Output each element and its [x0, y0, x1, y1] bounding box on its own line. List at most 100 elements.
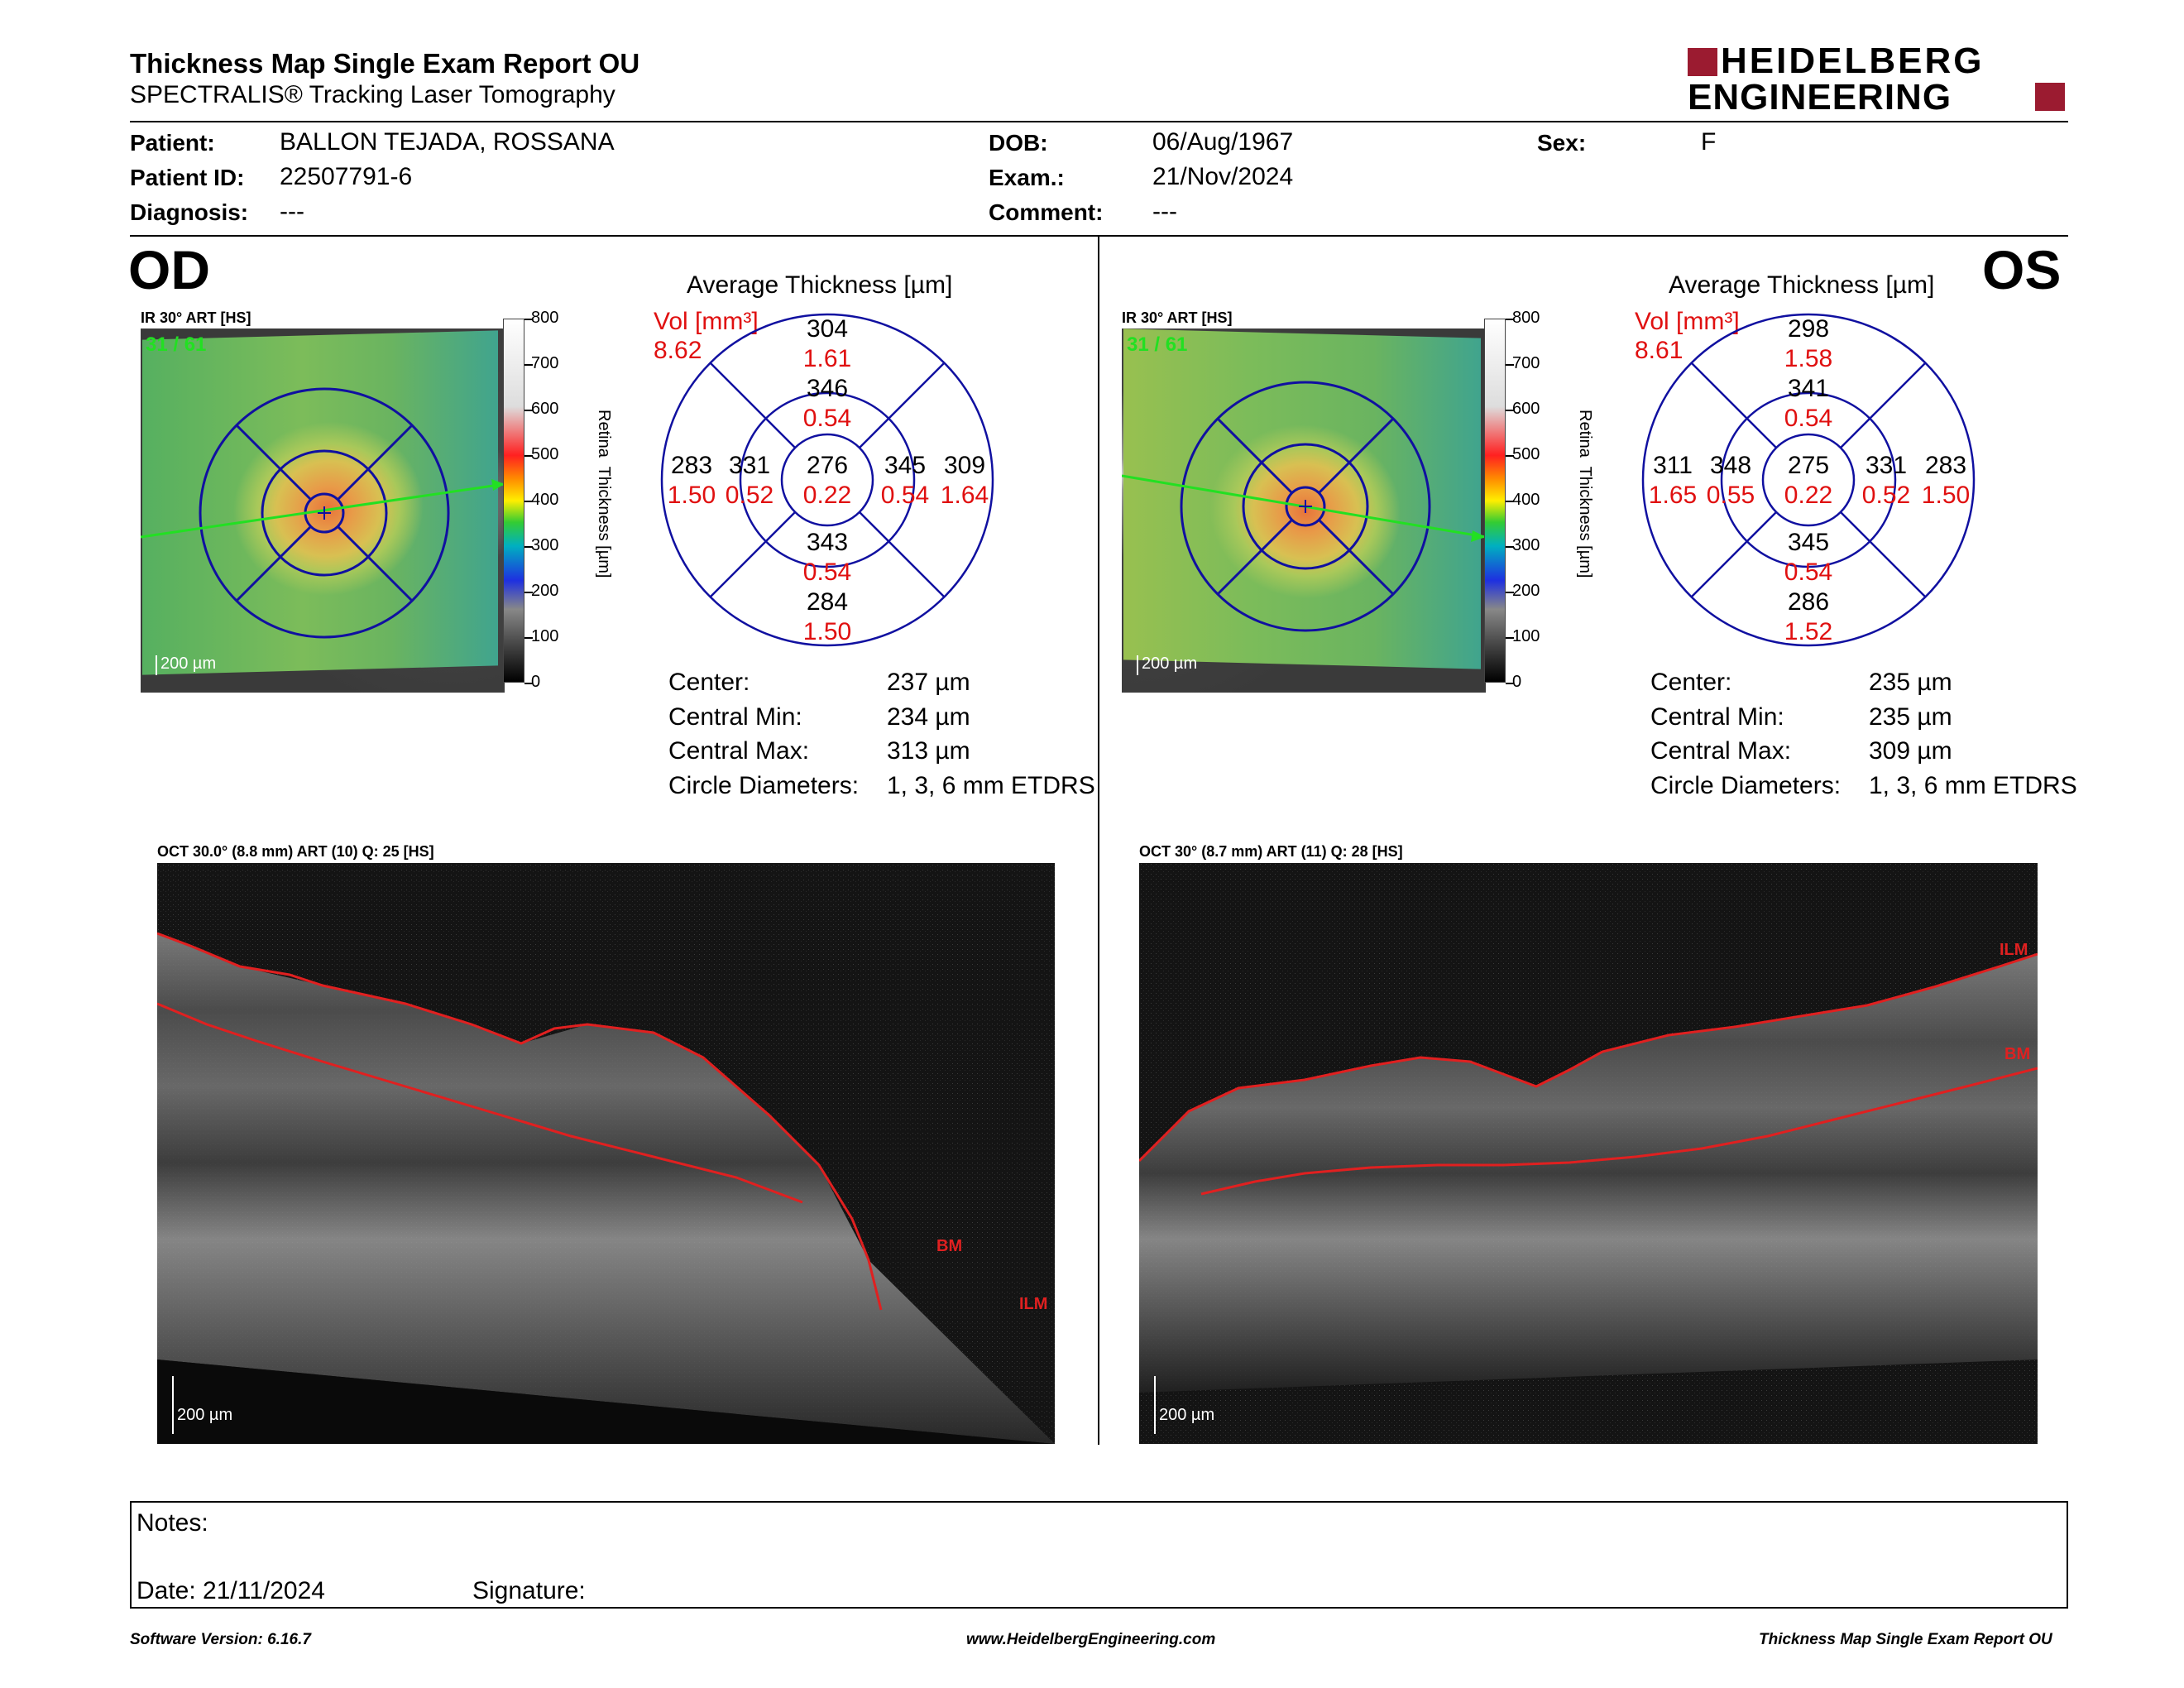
- os-fundus-image: 31 / 61 200 µm: [1122, 328, 1486, 693]
- patient-divider: [130, 235, 2068, 237]
- os-colorscale-tickmark: [1506, 319, 1514, 320]
- od-outer-right-thickness: 309: [943, 452, 986, 479]
- website-link[interactable]: www.HeidelbergEngineering.com: [966, 1631, 1216, 1648]
- os-inner-right-vol: 0.52: [1861, 482, 1911, 509]
- od-avg-title: Average Thickness [µm]: [687, 271, 953, 299]
- od-colorscale-tickmark: [524, 455, 533, 457]
- od-colorscale-tick: 600: [531, 400, 559, 418]
- od-circle-value: 1, 3, 6 mm ETDRS: [887, 772, 1095, 799]
- os-center-vol: 0.22: [1784, 482, 1833, 509]
- od-outer-right-vol: 1.64: [940, 482, 989, 509]
- od-colorscale-tickmark: [524, 501, 533, 502]
- sex-label: Sex:: [1537, 130, 1587, 156]
- od-max-value: 313 µm: [887, 737, 970, 765]
- os-circle-value: 1, 3, 6 mm ETDRS: [1869, 772, 2077, 799]
- od-etdrs-diagram: [660, 313, 994, 647]
- od-circle-label: Circle Diameters:: [668, 772, 860, 799]
- od-colorscale-tickmark: [524, 410, 533, 411]
- od-colorscale-tickmark: [524, 592, 533, 593]
- os-bm-label: BM: [2004, 1045, 2031, 1063]
- os-center-label: Center:: [1650, 669, 1732, 696]
- os-colorscale-tickmark: [1506, 364, 1514, 366]
- od-center-thickness: 276: [806, 452, 849, 479]
- od-fundus-image: 31 / 61 200 µm: [141, 328, 505, 693]
- os-inner-inf-thickness: 345: [1787, 529, 1830, 556]
- od-max-label: Central Max:: [668, 737, 810, 765]
- od-ir-scale: 200 µm: [160, 655, 217, 673]
- os-colorscale-tick: 300: [1512, 536, 1540, 554]
- od-oct-scan: [157, 863, 1055, 1444]
- os-inner-right-thickness: 331: [1865, 452, 1908, 479]
- od-colorscale-bar: [503, 319, 524, 683]
- od-inner-left-thickness: 331: [728, 452, 771, 479]
- report-subtitle: SPECTRALIS® Tracking Laser Tomography: [130, 81, 615, 108]
- os-colorscale-tickmark: [1506, 683, 1514, 684]
- os-min-value: 235 µm: [1869, 703, 1952, 731]
- os-outer-inf-thickness: 286: [1787, 588, 1830, 616]
- od-oct-scale: 200 µm: [177, 1406, 233, 1424]
- os-ir-counter: 31 / 61: [1127, 333, 1188, 356]
- od-outer-inf-thickness: 284: [806, 588, 849, 616]
- os-colorscale-tick: 800: [1512, 309, 1540, 327]
- notes-box[interactable]: Notes: Date: 21/11/2024 Signature:: [130, 1501, 2068, 1609]
- od-outer-right: 309 1.64: [927, 451, 1002, 511]
- os-colorscale-tickmark: [1506, 455, 1514, 457]
- od-outer-sup-vol: 1.61: [802, 345, 852, 372]
- os-outer-sup-thickness: 298: [1787, 315, 1830, 343]
- os-colorscale-tick: 500: [1512, 445, 1540, 463]
- os-min-label: Central Min:: [1650, 703, 1784, 731]
- report-title: Thickness Map Single Exam Report OU: [130, 48, 640, 79]
- od-oct-label: OCT 30.0° (8.8 mm) ART (10) Q: 25 [HS]: [157, 843, 434, 860]
- os-colorscale-tickmark: [1506, 592, 1514, 593]
- os-colorscale-tick: 200: [1512, 582, 1540, 600]
- os-outer-inf-vol: 1.52: [1784, 618, 1833, 645]
- os-outer-left: 311 1.65: [1636, 451, 1710, 511]
- diagnosis-value: ---: [280, 198, 304, 225]
- os-inner-left-thickness: 348: [1709, 452, 1752, 479]
- od-outer-sup: 304 1.61: [790, 314, 864, 374]
- od-inner-right: 345 0.54: [868, 451, 942, 511]
- os-colorscale-tickmark: [1506, 546, 1514, 548]
- od-oct-image: BM ILM 200 µm: [157, 863, 1055, 1444]
- os-oct-scale: 200 µm: [1159, 1406, 1215, 1424]
- os-colorscale-bar: [1484, 319, 1506, 683]
- od-colorscale-tick: 400: [531, 491, 559, 509]
- od-colorscale: 800 700 600 500 400 300 200 100 0 Retina Thicknes…: [503, 309, 627, 691]
- od-colorscale-tickmark: [524, 364, 533, 366]
- os-outer-right-thickness: 283: [1924, 452, 1967, 479]
- os-avg-title: Average Thickness [µm]: [1669, 271, 1935, 299]
- exam-label: Exam.:: [989, 165, 1065, 190]
- od-min-value: 234 µm: [887, 703, 970, 731]
- os-center-thickness: 275: [1787, 452, 1830, 479]
- os-inner-right: 331 0.52: [1849, 451, 1923, 511]
- od-colorscale-tick: 500: [531, 445, 559, 463]
- od-ilm-label: ILM: [1019, 1295, 1048, 1313]
- comment-value: ---: [1152, 198, 1177, 225]
- comment-label: Comment:: [989, 199, 1104, 225]
- od-center: 276 0.22: [790, 451, 864, 511]
- os-colorscale-tickmark: [1506, 637, 1514, 639]
- od-outer-left: 283 1.50: [654, 451, 729, 511]
- os-oct-scalebar: [1154, 1376, 1156, 1434]
- od-center-label: Center:: [668, 669, 750, 696]
- od-colorscale-tickmark: [524, 683, 533, 684]
- exam-value: 21/Nov/2024: [1152, 163, 1294, 190]
- os-colorscale-title: Retina Thickness [µm]: [1576, 410, 1594, 578]
- os-center-value: 235 µm: [1869, 669, 1952, 696]
- od-ir-scalebar: [156, 655, 157, 675]
- os-inner-sup: 341 0.54: [1771, 374, 1846, 434]
- od-colorscale-tickmark: [524, 637, 533, 639]
- os-eye-label: OS: [1982, 239, 2062, 300]
- os-colorscale-tick: 700: [1512, 354, 1540, 372]
- od-colorscale-tickmark: [524, 319, 533, 320]
- od-outer-sup-thickness: 304: [806, 315, 849, 343]
- od-inner-right-thickness: 345: [884, 452, 927, 479]
- logo-line1: HEIDELBERG: [1721, 41, 1985, 81]
- os-outer-left-thickness: 311: [1653, 452, 1693, 479]
- os-inner-inf-vol: 0.54: [1784, 559, 1833, 586]
- patient-id: 22507791-6: [280, 163, 413, 190]
- os-etdrs-diagram: [1641, 313, 1976, 647]
- od-center-vol: 0.22: [802, 482, 852, 509]
- od-inner-inf: 343 0.54: [790, 528, 864, 587]
- od-colorscale-tick: 700: [531, 354, 559, 372]
